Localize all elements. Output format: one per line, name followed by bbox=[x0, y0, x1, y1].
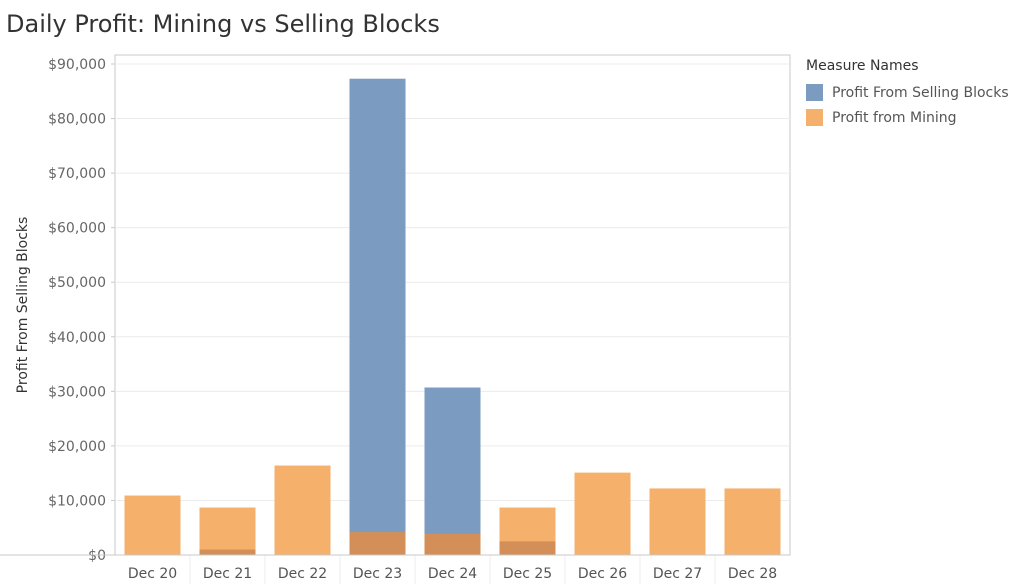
x-tick-label: Dec 28 bbox=[728, 566, 777, 582]
bar-selling-overlap bbox=[424, 533, 481, 555]
legend-title: Measure Names bbox=[806, 58, 919, 74]
bar-selling bbox=[424, 387, 481, 555]
y-tick-label: $30,000 bbox=[48, 384, 106, 400]
legend-label-selling: Profit From Selling Blocks bbox=[832, 84, 1009, 101]
bar-mining bbox=[724, 488, 781, 555]
y-tick-label: $0 bbox=[88, 548, 106, 564]
bar-mining bbox=[124, 495, 181, 555]
legend-item-selling[interactable]: Profit From Selling Blocks bbox=[806, 80, 1009, 105]
x-tick-label: Dec 24 bbox=[428, 566, 477, 582]
x-tick-label: Dec 21 bbox=[203, 566, 252, 582]
legend: Measure Names Profit From Selling Blocks… bbox=[806, 58, 1009, 130]
bar-mining bbox=[199, 507, 256, 555]
y-tick-label: $20,000 bbox=[48, 439, 106, 455]
bar-selling bbox=[349, 78, 406, 555]
bar-mining bbox=[649, 488, 706, 555]
x-tick-label: Dec 25 bbox=[503, 566, 552, 582]
y-tick-label: $40,000 bbox=[48, 330, 106, 346]
y-axis-label: Profit From Selling Blocks bbox=[15, 217, 31, 394]
y-tick-label: $50,000 bbox=[48, 275, 106, 291]
y-tick-label: $70,000 bbox=[48, 166, 106, 182]
legend-swatch-mining bbox=[806, 109, 823, 126]
x-tick-label: Dec 20 bbox=[128, 566, 177, 582]
y-tick-label: $80,000 bbox=[48, 112, 106, 128]
bar-selling-overlap bbox=[199, 549, 256, 555]
y-tick-label: $10,000 bbox=[48, 493, 106, 509]
legend-label-mining: Profit from Mining bbox=[832, 109, 957, 126]
x-tick-label: Dec 27 bbox=[653, 566, 702, 582]
x-tick-label: Dec 26 bbox=[578, 566, 627, 582]
legend-swatch-selling bbox=[806, 84, 823, 101]
y-tick-label: $60,000 bbox=[48, 221, 106, 237]
bar-mining bbox=[274, 465, 331, 555]
legend-item-mining[interactable]: Profit from Mining bbox=[806, 105, 1009, 130]
x-tick-label: Dec 22 bbox=[278, 566, 327, 582]
bar-selling-overlap bbox=[499, 541, 556, 555]
x-tick-label: Dec 23 bbox=[353, 566, 402, 582]
bar-selling-overlap bbox=[349, 532, 406, 555]
y-tick-label: $90,000 bbox=[48, 57, 106, 73]
chart-title: Daily Profit: Mining vs Selling Blocks bbox=[6, 10, 440, 38]
bar-mining bbox=[574, 472, 631, 555]
